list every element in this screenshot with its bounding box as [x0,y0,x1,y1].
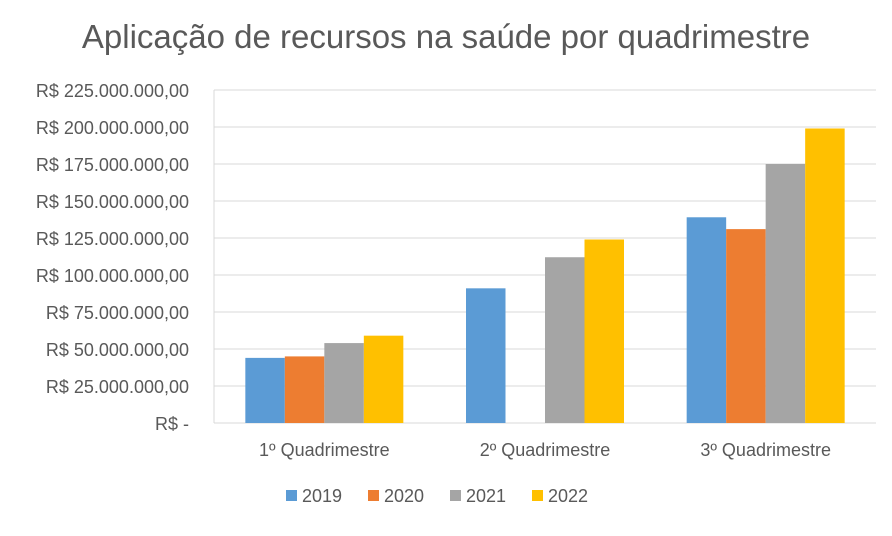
x-category-label: 1º Quadrimestre [259,440,390,460]
chart-title: Aplicação de recursos na saúde por quadr… [81,18,811,55]
bar-2020-1 [284,356,325,423]
y-tick-label: R$ 175.000.000,00 [36,155,189,175]
bar-2022-2 [584,239,624,423]
y-tick-label: R$ 150.000.000,00 [36,192,189,212]
y-tick-label: R$ 225.000.000,00 [36,81,189,101]
y-tick-label: R$ 200.000.000,00 [36,118,189,138]
bar-2019-2 [466,288,506,423]
y-tick-label: R$ 100.000.000,00 [36,266,189,286]
bar-2021-2 [545,257,585,423]
x-category-label: 2º Quadrimestre [480,440,611,460]
y-tick-label: R$ - [155,414,189,434]
legend-swatch [532,490,543,501]
y-tick-label: R$ 75.000.000,00 [46,303,189,323]
legend-label: 2021 [466,486,506,506]
bar-2019-3 [686,217,727,423]
bar-2022-3 [805,128,845,424]
y-tick-label: R$ 25.000.000,00 [46,377,189,397]
bar-2019-1 [245,357,285,423]
legend-swatch [368,490,379,501]
y-tick-label: R$ 50.000.000,00 [46,340,189,360]
bar-2021-3 [765,164,806,423]
legend-label: 2019 [302,486,342,506]
bar-2020-3 [726,229,766,423]
bar-2022-1 [363,335,404,423]
y-tick-label: R$ 125.000.000,00 [36,229,189,249]
bar-2021-1 [324,343,364,423]
legend-swatch [286,490,297,501]
x-category-label: 3º Quadrimestre [700,440,831,460]
legend-swatch [450,490,461,501]
legend-label: 2020 [384,486,424,506]
legend-label: 2022 [548,486,588,506]
